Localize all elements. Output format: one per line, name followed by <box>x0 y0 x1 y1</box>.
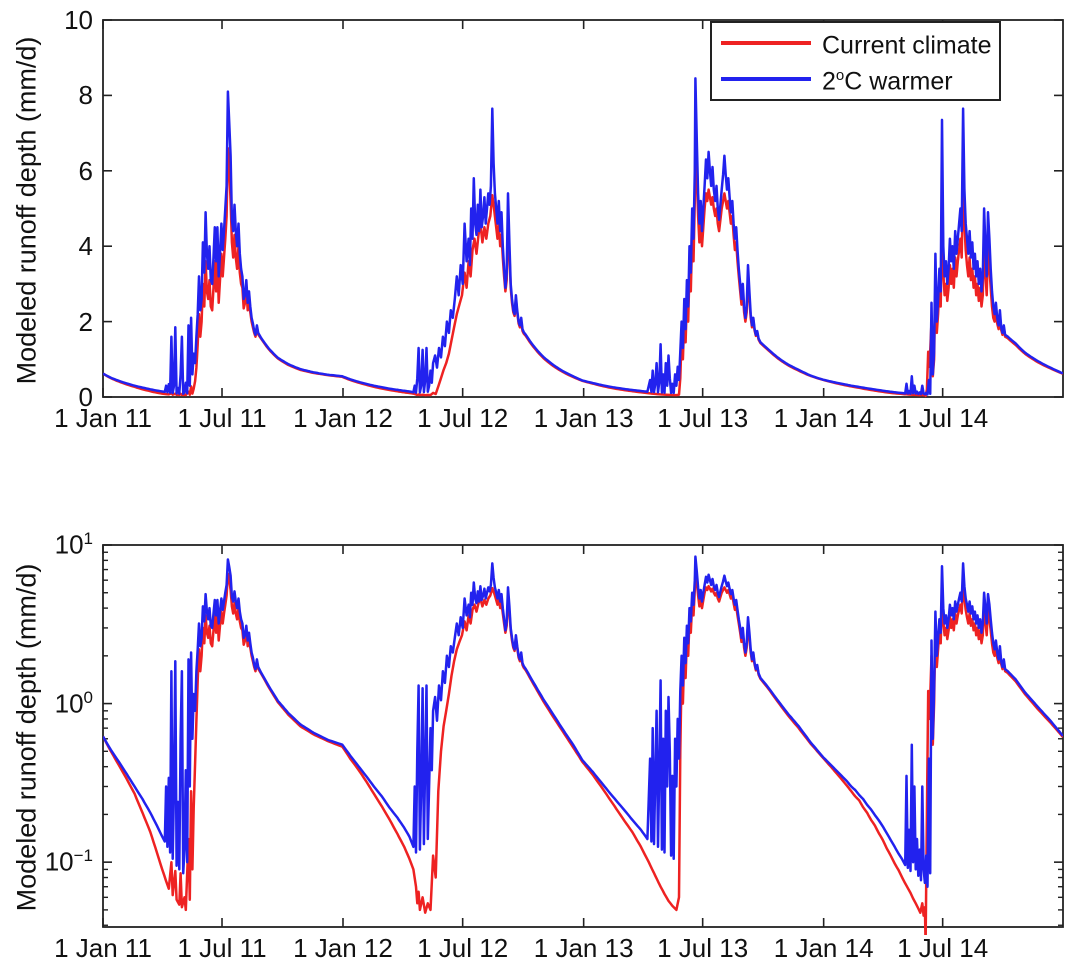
legend-item-2c-warmer: 2oC warmer <box>712 63 999 94</box>
series-top-2c-warmer <box>103 77 1063 396</box>
legend-label-current-climate: Current climate <box>822 31 992 60</box>
series-bottom-2c-warmer <box>103 555 1063 888</box>
legend-line-red <box>721 41 811 46</box>
y-axis-label-top: Modeled runoff depth (mm/d) <box>11 36 42 385</box>
legend-line-blue <box>721 76 811 81</box>
y-axis-label-bottom: Modeled runoff depth (mm/d) <box>11 563 42 912</box>
series-top-current-climate <box>103 135 1063 398</box>
legend: Current climate 2oC warmer <box>710 21 1001 101</box>
legend-label-2c-warmer: 2oC warmer <box>822 67 953 96</box>
legend-item-current-climate: Current climate <box>712 27 999 58</box>
